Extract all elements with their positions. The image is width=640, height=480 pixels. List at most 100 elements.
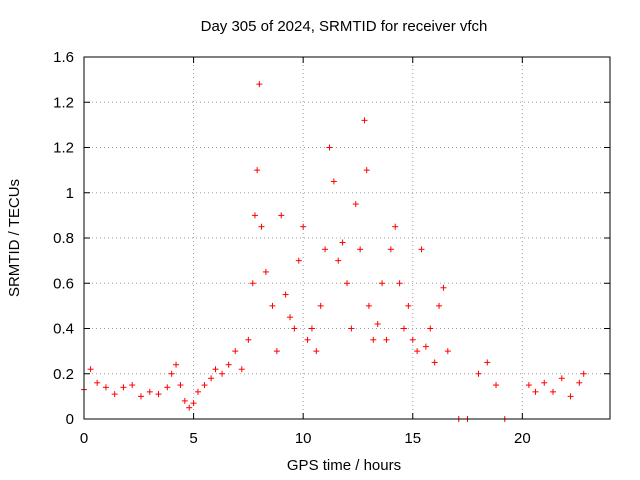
data-point xyxy=(392,223,399,230)
data-point xyxy=(322,246,329,253)
y-tick-label: 1.2 xyxy=(53,94,74,111)
data-point xyxy=(400,325,407,332)
data-point xyxy=(387,246,394,253)
data-point xyxy=(308,325,315,332)
data-markers xyxy=(81,81,587,422)
data-point xyxy=(232,348,239,355)
data-point xyxy=(370,336,377,343)
data-point xyxy=(251,212,258,219)
data-point xyxy=(120,384,127,391)
x-tick-label: 10 xyxy=(295,430,312,447)
data-point xyxy=(427,325,434,332)
data-point xyxy=(409,336,416,343)
data-point xyxy=(287,314,294,321)
data-point xyxy=(238,366,245,373)
data-point xyxy=(212,366,219,373)
y-tick-label: 1.6 xyxy=(53,49,74,66)
data-point xyxy=(269,302,276,309)
y-tick-label: 1.2 xyxy=(53,140,74,157)
data-point xyxy=(190,400,197,407)
data-point xyxy=(317,302,324,309)
data-point xyxy=(291,325,298,332)
data-point xyxy=(436,302,443,309)
data-point xyxy=(396,280,403,287)
data-point xyxy=(94,379,101,386)
y-tick-label: 0.4 xyxy=(53,321,74,338)
data-point xyxy=(87,366,94,373)
data-point xyxy=(208,375,215,382)
y-tick-label: 0 xyxy=(66,411,74,428)
data-point xyxy=(379,280,386,287)
data-point xyxy=(313,348,320,355)
x-tick-label: 5 xyxy=(189,430,197,447)
data-point xyxy=(164,384,171,391)
data-point xyxy=(194,388,201,395)
data-point xyxy=(484,359,491,366)
data-point xyxy=(558,375,565,382)
data-point xyxy=(525,382,532,389)
data-point xyxy=(475,370,482,377)
data-point xyxy=(374,320,381,327)
data-point xyxy=(137,393,144,400)
data-point xyxy=(330,178,337,185)
data-point xyxy=(431,359,438,366)
data-point xyxy=(282,291,289,298)
data-point xyxy=(186,404,193,411)
data-point xyxy=(155,391,162,398)
data-point xyxy=(361,117,368,124)
data-point xyxy=(273,348,280,355)
data-point xyxy=(254,167,261,174)
y-axis-title: SRMTID / TECUs xyxy=(6,179,23,297)
data-point xyxy=(383,336,390,343)
data-point xyxy=(444,348,451,355)
y-tick-label: 0.2 xyxy=(53,366,74,383)
data-point xyxy=(541,379,548,386)
data-point xyxy=(256,81,263,88)
data-point xyxy=(219,370,226,377)
data-point xyxy=(344,280,350,287)
x-tick-label: 0 xyxy=(80,430,88,447)
data-point xyxy=(363,167,370,174)
data-point xyxy=(249,280,256,287)
data-point xyxy=(245,336,252,343)
data-point xyxy=(550,388,557,395)
data-point xyxy=(146,388,153,395)
data-point xyxy=(567,393,574,400)
data-point xyxy=(278,212,285,219)
chart-title: Day 305 of 2024, SRMTID for receiver vfc… xyxy=(201,18,488,35)
data-point xyxy=(357,246,364,253)
data-point xyxy=(102,384,109,391)
y-tick-label: 0.8 xyxy=(53,230,74,247)
data-point xyxy=(422,343,429,350)
data-point xyxy=(493,382,500,389)
y-tick-label: 1 xyxy=(66,185,74,202)
data-point xyxy=(262,268,269,275)
data-point xyxy=(335,257,342,264)
data-point xyxy=(365,302,372,309)
data-point xyxy=(177,382,184,389)
data-point xyxy=(440,284,447,291)
data-point xyxy=(168,370,175,377)
x-axis-title: GPS time / hours xyxy=(287,457,401,474)
data-point xyxy=(576,379,583,386)
data-point xyxy=(339,239,346,246)
data-point xyxy=(111,391,118,398)
data-point xyxy=(304,336,311,343)
y-tick-label: 0.6 xyxy=(53,275,74,292)
data-point xyxy=(352,201,359,208)
data-point xyxy=(418,246,425,253)
data-point xyxy=(201,382,208,389)
data-point xyxy=(258,223,265,230)
x-tick-label: 15 xyxy=(404,430,421,447)
data-point xyxy=(181,397,188,404)
data-point xyxy=(532,388,539,395)
data-point xyxy=(173,361,180,368)
x-tick-label: 20 xyxy=(514,430,531,447)
data-point xyxy=(405,302,412,309)
data-point xyxy=(414,348,421,355)
data-point xyxy=(295,257,302,264)
data-point xyxy=(326,144,333,151)
data-point xyxy=(348,325,355,332)
